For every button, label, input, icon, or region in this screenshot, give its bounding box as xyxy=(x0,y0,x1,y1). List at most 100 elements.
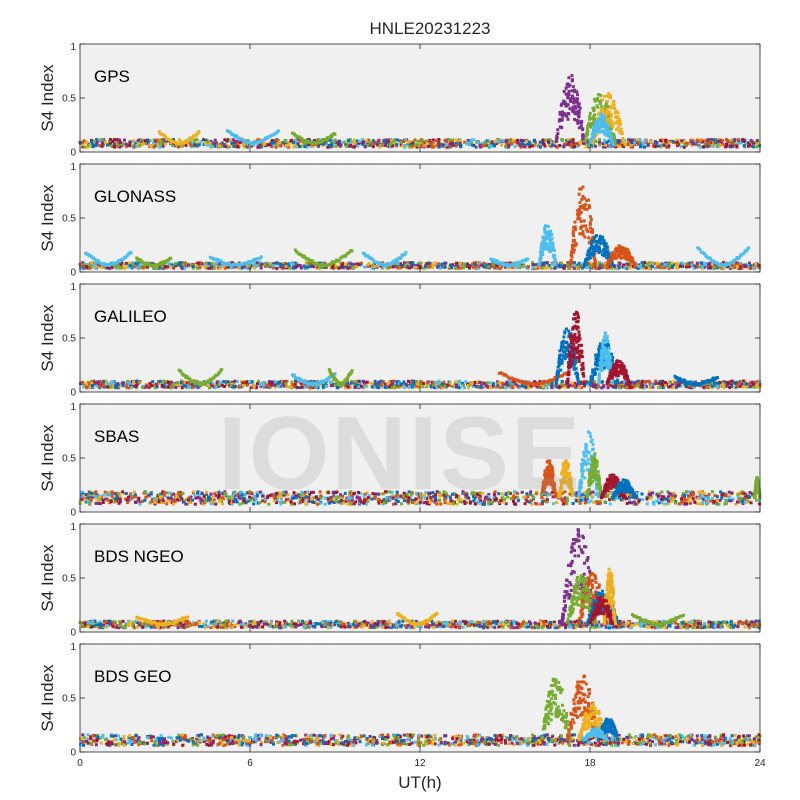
data-point xyxy=(119,266,123,270)
data-point xyxy=(549,140,553,144)
data-point xyxy=(733,143,736,147)
data-point xyxy=(601,124,605,128)
data-point xyxy=(471,265,475,269)
data-point xyxy=(260,381,264,385)
data-point xyxy=(648,263,652,267)
data-point xyxy=(121,384,125,388)
data-point xyxy=(473,261,477,265)
data-point xyxy=(747,382,751,386)
data-point xyxy=(597,111,601,115)
data-point xyxy=(419,382,423,386)
data-point xyxy=(605,264,609,267)
data-point xyxy=(302,142,306,145)
data-point xyxy=(726,265,730,269)
data-point xyxy=(579,382,583,386)
data-point xyxy=(208,141,212,145)
data-point xyxy=(572,143,576,147)
data-point xyxy=(710,384,714,388)
data-point xyxy=(184,262,187,266)
data-point xyxy=(373,264,377,268)
data-point xyxy=(420,143,424,147)
data-point xyxy=(188,385,192,389)
data-point xyxy=(222,385,226,388)
data-point xyxy=(371,258,375,262)
data-point xyxy=(202,138,206,142)
data-point xyxy=(289,139,293,143)
data-point xyxy=(608,145,612,149)
data-point xyxy=(615,256,618,260)
data-point xyxy=(501,139,505,143)
data-point xyxy=(333,138,337,142)
data-point xyxy=(716,385,720,388)
data-point xyxy=(598,143,602,147)
data-point xyxy=(654,140,657,144)
data-point xyxy=(131,261,135,265)
data-point xyxy=(501,381,505,385)
data-point xyxy=(752,385,756,389)
data-point xyxy=(524,265,528,269)
data-point xyxy=(300,383,304,387)
data-point xyxy=(569,144,573,148)
data-point xyxy=(591,251,595,255)
data-point xyxy=(606,111,610,115)
data-point xyxy=(300,385,304,389)
data-point xyxy=(256,382,259,386)
data-point xyxy=(402,140,406,143)
data-point xyxy=(348,138,352,141)
data-point xyxy=(366,143,370,147)
data-point xyxy=(270,264,274,268)
data-point xyxy=(589,125,593,129)
data-point xyxy=(305,265,309,269)
data-point xyxy=(490,142,494,146)
data-point xyxy=(266,143,270,147)
data-point xyxy=(412,382,416,386)
data-point xyxy=(349,144,353,148)
data-point xyxy=(487,140,490,144)
data-point xyxy=(614,145,618,149)
data-point xyxy=(215,381,219,385)
data-point xyxy=(403,253,407,256)
data-point xyxy=(558,112,562,116)
data-point xyxy=(347,250,351,254)
data-point xyxy=(740,382,744,386)
data-point xyxy=(620,132,624,136)
data-point xyxy=(192,384,196,388)
data-point xyxy=(570,243,574,247)
data-point xyxy=(180,266,184,270)
data-point xyxy=(248,263,252,267)
data-point xyxy=(637,142,640,146)
data-point xyxy=(206,143,210,147)
data-point xyxy=(579,187,583,191)
data-point xyxy=(601,253,605,256)
data-point xyxy=(222,264,226,268)
data-point xyxy=(384,382,387,386)
data-point xyxy=(590,245,594,249)
data-point xyxy=(178,142,182,146)
data-point xyxy=(202,262,206,266)
data-point xyxy=(534,265,538,269)
data-point xyxy=(376,261,380,265)
data-point xyxy=(613,265,616,269)
data-point xyxy=(406,261,410,265)
data-point xyxy=(131,384,135,388)
data-point xyxy=(606,124,610,128)
data-point xyxy=(156,380,160,384)
data-point xyxy=(554,262,558,266)
data-point xyxy=(473,263,477,266)
data-point xyxy=(580,266,584,270)
data-point xyxy=(684,384,688,388)
data-point xyxy=(197,143,201,147)
data-point xyxy=(200,264,203,268)
data-point xyxy=(570,139,573,143)
data-point xyxy=(667,140,671,144)
data-point xyxy=(588,221,592,225)
data-point xyxy=(594,243,598,247)
data-point xyxy=(598,138,601,142)
data-point xyxy=(505,380,509,384)
data-point xyxy=(548,382,552,385)
data-point xyxy=(605,108,609,112)
data-point xyxy=(366,263,370,267)
data-point xyxy=(567,76,571,80)
data-point xyxy=(406,379,410,383)
data-point xyxy=(598,264,602,268)
